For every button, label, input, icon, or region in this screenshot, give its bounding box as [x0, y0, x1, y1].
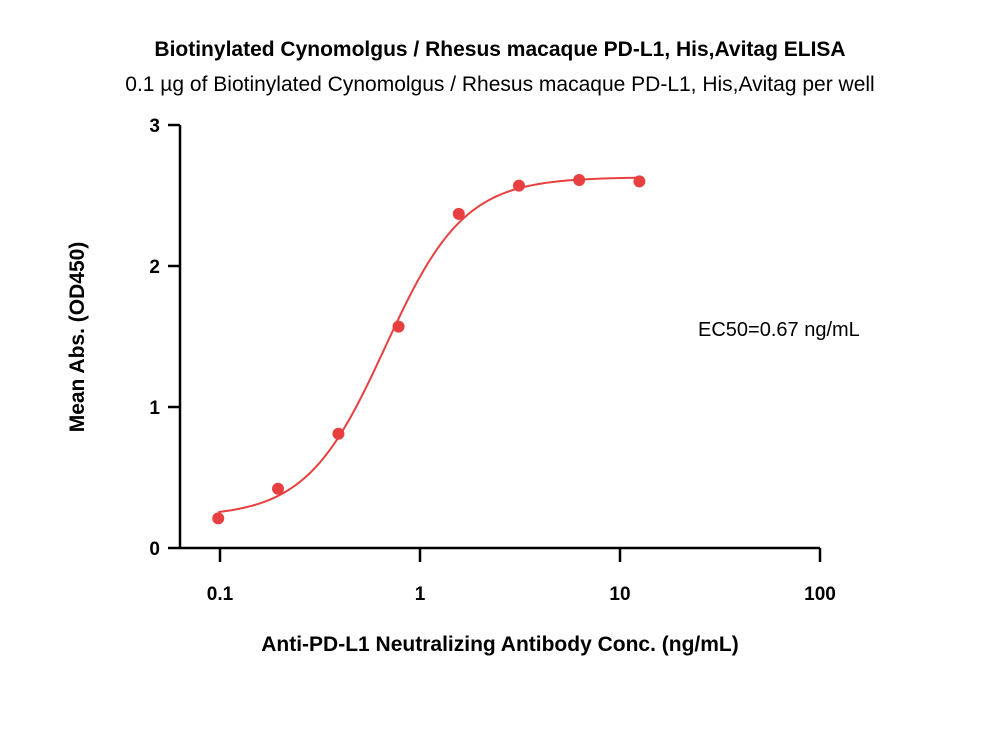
- x-tick-label: 0.1: [207, 584, 234, 605]
- y-tick-label: 2: [149, 257, 160, 278]
- x-tick-label: 1: [415, 584, 426, 605]
- axes: [178, 125, 820, 550]
- y-tick-label: 0: [149, 539, 160, 560]
- y-tick-label: 3: [149, 116, 160, 137]
- data-point: [272, 482, 285, 495]
- data-point: [392, 320, 405, 333]
- chart-subtitle: 0.1 µg of Biotinylated Cynomolgus / Rhes…: [125, 73, 874, 96]
- x-axis-label: Anti-PD-L1 Neutralizing Antibody Conc. (…: [261, 633, 739, 656]
- data-point: [512, 179, 525, 192]
- x-tick-label: 100: [804, 584, 836, 605]
- data-points: [212, 173, 646, 525]
- ec50-annotation: EC50=0.67 ng/mL: [698, 319, 860, 341]
- x-tick-label: 10: [609, 584, 630, 605]
- data-point: [452, 207, 465, 220]
- y-tick-label: 1: [149, 398, 160, 419]
- data-point: [573, 173, 586, 186]
- data-point: [332, 427, 345, 440]
- data-point: [212, 512, 225, 525]
- y-axis-label: Mean Abs. (OD450): [66, 242, 89, 433]
- data-point: [633, 175, 646, 188]
- fit-curve: [218, 176, 640, 514]
- chart-title: Biotinylated Cynomolgus / Rhesus macaque…: [154, 38, 845, 61]
- ticks: 0 1 2 3 0.1 1 10 100: [149, 116, 835, 605]
